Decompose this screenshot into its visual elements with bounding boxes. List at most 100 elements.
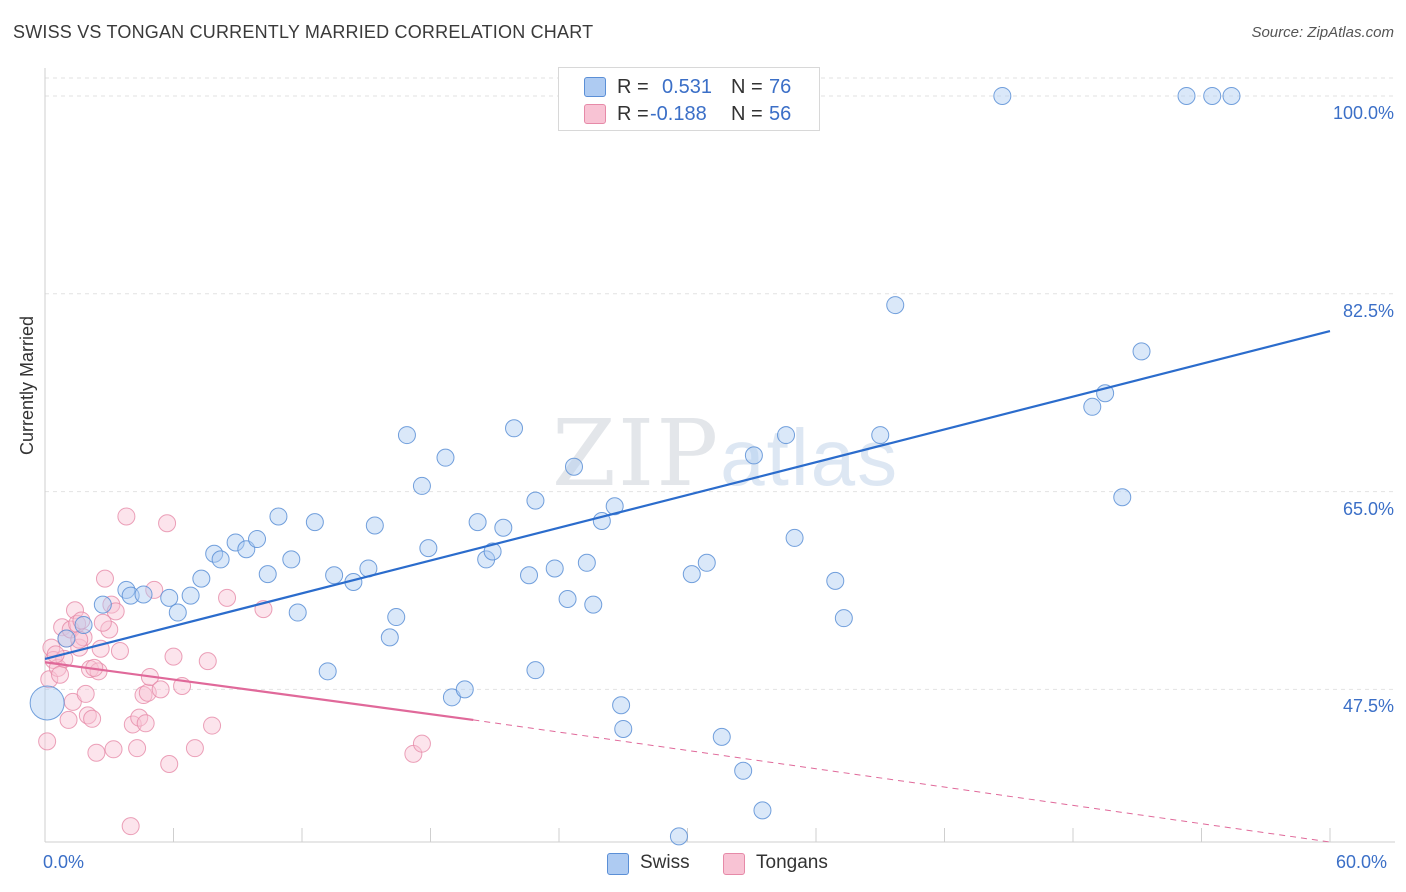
tongans-point <box>76 684 95 703</box>
swiss-point <box>325 566 344 585</box>
y-tick-label: 82.5% <box>1342 300 1394 321</box>
tongans-point <box>93 613 112 632</box>
swiss-point <box>468 513 487 532</box>
watermark-atlas: atlas <box>720 413 900 502</box>
swiss-point <box>1177 86 1196 105</box>
tongans-point <box>218 588 237 607</box>
swiss-point <box>436 448 455 467</box>
swiss-point <box>520 566 539 585</box>
tongans-point <box>128 739 147 758</box>
tongans-point <box>158 514 177 533</box>
swiss-point <box>526 491 545 510</box>
swiss-point <box>605 497 624 516</box>
tongans-point <box>65 601 84 620</box>
swiss-point <box>744 446 763 465</box>
stats-legend: R = 0.531 N = 76 R = -0.188 N = 56 <box>558 67 820 131</box>
tongans-point <box>95 569 114 588</box>
swiss-point <box>777 426 796 445</box>
swiss-point <box>993 86 1012 105</box>
swiss-point <box>584 595 603 614</box>
tongans-point <box>38 732 57 751</box>
legend-r-value: 0.531 <box>662 76 713 98</box>
swiss-point <box>134 585 153 604</box>
tongans-point <box>123 715 142 734</box>
swiss-point <box>121 586 140 605</box>
swiss-point <box>211 550 230 569</box>
swiss-point <box>614 719 633 738</box>
swiss-point <box>269 507 288 526</box>
tongans-point <box>117 507 136 526</box>
tongans-point <box>145 580 164 599</box>
tongans-point <box>50 665 69 684</box>
legend-n-label: N = <box>731 76 763 98</box>
swiss-point <box>834 609 853 628</box>
tongans-point <box>70 630 89 649</box>
swiss-point <box>318 662 337 681</box>
legend-n-value: 76 <box>769 76 792 98</box>
x-tick-label-min: 0.0% <box>43 852 85 872</box>
swiss-point <box>74 615 93 634</box>
legend-r-label: R = <box>617 76 649 98</box>
bottom-legend-label-tongans: Tongans <box>756 852 828 873</box>
swiss-point <box>442 688 461 707</box>
swiss-point <box>1222 86 1241 105</box>
y-tick-label: 100.0% <box>1332 102 1394 123</box>
tongans-point <box>185 739 204 758</box>
y-axis-label: Currently Married <box>17 315 37 455</box>
swiss-point <box>564 457 583 476</box>
swiss-point <box>160 588 179 607</box>
chart-title: SWISS VS TONGAN CURRENTLY MARRIED CORREL… <box>13 22 594 42</box>
swiss-point <box>558 589 577 608</box>
swiss-point <box>682 565 701 584</box>
swiss-point <box>305 513 324 532</box>
swiss-point <box>826 571 845 590</box>
tongans-point <box>83 709 102 728</box>
swiss-point <box>365 516 384 535</box>
tongans-point <box>151 680 170 699</box>
legend-r-value: -0.188 <box>650 103 707 125</box>
tongans-point <box>110 641 129 660</box>
y-tick-label: 65.0% <box>1342 498 1394 519</box>
swiss-point <box>380 628 399 647</box>
legend-swatch-swiss <box>584 77 606 97</box>
tongans-point <box>121 817 140 836</box>
watermark: ZIPatlas <box>552 400 899 507</box>
tongans-point <box>203 716 222 735</box>
swiss-point <box>1203 86 1222 105</box>
swiss-point <box>288 603 307 622</box>
tongans-point <box>136 714 155 733</box>
swiss-point <box>734 761 753 780</box>
y-tick-label: 47.5% <box>1342 696 1394 717</box>
swiss-point <box>505 419 524 438</box>
tongans-point <box>104 740 123 759</box>
swiss-point <box>753 801 772 820</box>
swiss-point <box>57 629 76 648</box>
tongans-point <box>164 647 183 666</box>
bottom-legend-swatch-tongans <box>723 853 745 875</box>
swiss-point <box>871 426 890 445</box>
tongans-point <box>100 620 119 639</box>
swiss-trend-line <box>44 330 1331 660</box>
swiss-point <box>248 530 267 549</box>
x-tick-label-max: 60.0% <box>1336 852 1388 872</box>
legend-n-label: N = <box>731 103 763 125</box>
swiss-point <box>886 296 905 315</box>
source-label: Source: ZipAtlas.com <box>1251 24 1394 41</box>
swiss-point <box>1132 342 1151 361</box>
tongans-trend-line-dashed <box>473 719 1331 843</box>
swiss-point <box>29 685 65 721</box>
legend-n-value: 56 <box>769 103 792 125</box>
tongans-point <box>198 652 217 671</box>
watermark-zip: ZIP <box>552 400 721 507</box>
swiss-point <box>494 518 513 537</box>
swiss-point <box>697 553 716 572</box>
swiss-point <box>712 727 731 746</box>
tongans-trend-line <box>44 661 474 722</box>
swiss-point <box>669 827 688 846</box>
swiss-point <box>168 603 187 622</box>
legend-r-label: R = <box>617 103 649 125</box>
swiss-point <box>785 528 804 547</box>
swiss-point <box>226 533 245 552</box>
swiss-point <box>282 550 301 569</box>
swiss-point <box>192 569 211 588</box>
